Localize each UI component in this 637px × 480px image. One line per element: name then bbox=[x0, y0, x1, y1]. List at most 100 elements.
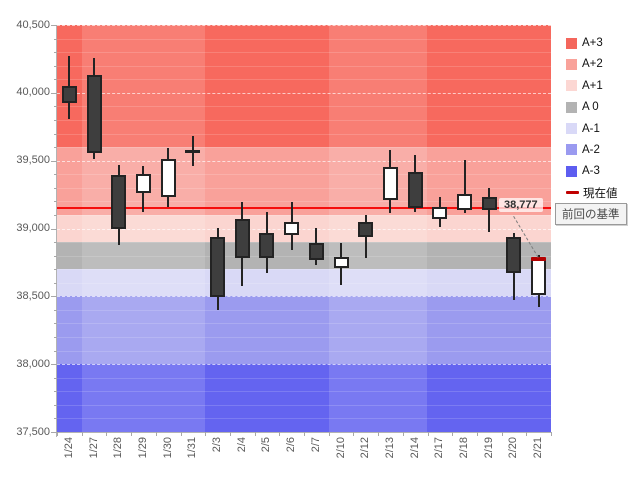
legend-label: 現在値 bbox=[583, 187, 618, 200]
y-axis-tick bbox=[54, 309, 57, 311]
band-A0 bbox=[57, 242, 551, 270]
gridline-minor bbox=[57, 350, 551, 352]
gridline-minor bbox=[57, 65, 551, 67]
candle-2/13[interactable] bbox=[382, 166, 398, 200]
gridline-minor bbox=[57, 418, 551, 420]
y-axis-tick bbox=[54, 147, 57, 149]
legend-label: A+2 bbox=[582, 58, 603, 71]
legend-swatch-icon bbox=[566, 101, 577, 113]
candle-1/31[interactable] bbox=[185, 149, 201, 153]
candle-1/24[interactable] bbox=[61, 86, 77, 103]
candle-2/3[interactable] bbox=[210, 236, 226, 297]
y-axis-tick bbox=[54, 201, 57, 203]
y-axis-tick bbox=[51, 432, 57, 433]
y-axis-line bbox=[56, 25, 57, 437]
baseline-line bbox=[57, 207, 551, 210]
x-axis-tick bbox=[452, 432, 454, 436]
gridline-minor bbox=[57, 242, 551, 244]
candle-2/5[interactable] bbox=[259, 233, 275, 259]
legend-label: A-3 bbox=[582, 165, 600, 178]
gridline-minor bbox=[57, 187, 551, 189]
y-axis-tick bbox=[54, 187, 57, 189]
legend-label: A+1 bbox=[582, 79, 603, 92]
legend-item-A+1[interactable]: A+1 bbox=[566, 80, 618, 92]
current-value-dash-icon bbox=[566, 190, 579, 195]
candle-1/27[interactable] bbox=[86, 75, 102, 154]
x-axis-tick bbox=[57, 432, 58, 436]
y-axis-tick bbox=[51, 364, 57, 366]
x-axis-label: 2/3 bbox=[211, 437, 224, 453]
x-axis-label: 1/24 bbox=[62, 437, 75, 459]
gridline-minor bbox=[57, 282, 551, 284]
gridline-minor bbox=[57, 106, 551, 108]
band-A+1 bbox=[57, 214, 551, 243]
gridline-minor bbox=[57, 255, 551, 257]
gridline-minor bbox=[57, 377, 551, 379]
legend-swatch-icon bbox=[566, 123, 577, 135]
x-axis-label: 2/18 bbox=[458, 437, 471, 459]
x-axis-tick bbox=[106, 432, 108, 436]
x-axis-tick bbox=[205, 432, 207, 436]
gridline-major bbox=[57, 92, 551, 94]
candle-2/10[interactable] bbox=[333, 256, 349, 268]
candle-2/4[interactable] bbox=[234, 219, 250, 259]
legend-item-A+2[interactable]: A+2 bbox=[566, 58, 618, 70]
legend-item-A-3[interactable]: A-3 bbox=[566, 165, 618, 177]
candle-2/19[interactable] bbox=[481, 197, 497, 211]
x-axis-label: 2/13 bbox=[383, 437, 396, 459]
y-axis-tick bbox=[51, 296, 57, 298]
candle-2/7[interactable] bbox=[308, 242, 324, 260]
x-axis-tick bbox=[378, 432, 380, 436]
candle-1/29[interactable] bbox=[135, 174, 151, 194]
x-axis-tick bbox=[353, 432, 355, 436]
legend-item-A-1[interactable]: A-1 bbox=[566, 123, 618, 135]
y-axis-tick bbox=[51, 228, 57, 230]
candle-2/21[interactable] bbox=[531, 258, 547, 295]
x-axis-label: 2/19 bbox=[482, 437, 495, 459]
gridline-major bbox=[57, 364, 551, 366]
x-axis-tick bbox=[254, 432, 256, 436]
y-axis-tick bbox=[54, 255, 57, 257]
legend-item-current-value[interactable]: 現在値 bbox=[566, 187, 618, 200]
legend-label: A 0 bbox=[582, 101, 599, 114]
band-A+3 bbox=[57, 25, 551, 148]
x-axis-tick bbox=[155, 432, 157, 436]
legend-label: A+3 bbox=[582, 37, 603, 49]
legend: A+3 A+2 A+1 A 0 A-1 A-2 A-3 現在値 bbox=[566, 37, 618, 200]
candle-1/28[interactable] bbox=[111, 174, 127, 230]
gridline-major bbox=[57, 228, 551, 230]
candle-2/20[interactable] bbox=[506, 237, 522, 274]
y-axis-tick bbox=[54, 269, 57, 271]
candle-2/12[interactable] bbox=[358, 221, 374, 237]
y-axis-label: 39,500 bbox=[16, 154, 50, 167]
legend-item-A+3[interactable]: A+3 bbox=[566, 37, 618, 49]
candle-2/6[interactable] bbox=[284, 221, 300, 236]
y-axis-tick bbox=[54, 106, 57, 108]
gridline-minor bbox=[57, 323, 551, 325]
gridline-major bbox=[57, 25, 551, 26]
x-axis-label: 2/14 bbox=[408, 437, 421, 459]
gridline-minor bbox=[57, 269, 551, 271]
x-axis-tick bbox=[180, 432, 182, 436]
legend-swatch-icon bbox=[566, 165, 577, 177]
y-axis-label: 40,500 bbox=[16, 18, 50, 31]
x-axis-label: 2/12 bbox=[359, 437, 372, 459]
candle-2/18[interactable] bbox=[457, 193, 473, 211]
candle-2/14[interactable] bbox=[407, 172, 423, 209]
candle-2/17[interactable] bbox=[432, 206, 448, 219]
legend-item-A0[interactable]: A 0 bbox=[566, 101, 618, 113]
candle-wick bbox=[463, 159, 466, 213]
x-axis-label: 1/27 bbox=[87, 437, 100, 459]
legend-label: A-1 bbox=[582, 122, 600, 135]
candle-1/30[interactable] bbox=[160, 159, 176, 198]
candle-wick bbox=[364, 214, 367, 259]
legend-item-A-2[interactable]: A-2 bbox=[566, 144, 618, 156]
x-axis-tick bbox=[427, 432, 429, 436]
x-axis-label: 2/20 bbox=[507, 437, 520, 459]
gridline-major bbox=[57, 160, 551, 162]
x-axis-label: 2/21 bbox=[532, 437, 545, 459]
gridline-minor bbox=[57, 214, 551, 216]
x-axis-label: 1/29 bbox=[136, 437, 149, 459]
gridline-minor bbox=[57, 391, 551, 393]
